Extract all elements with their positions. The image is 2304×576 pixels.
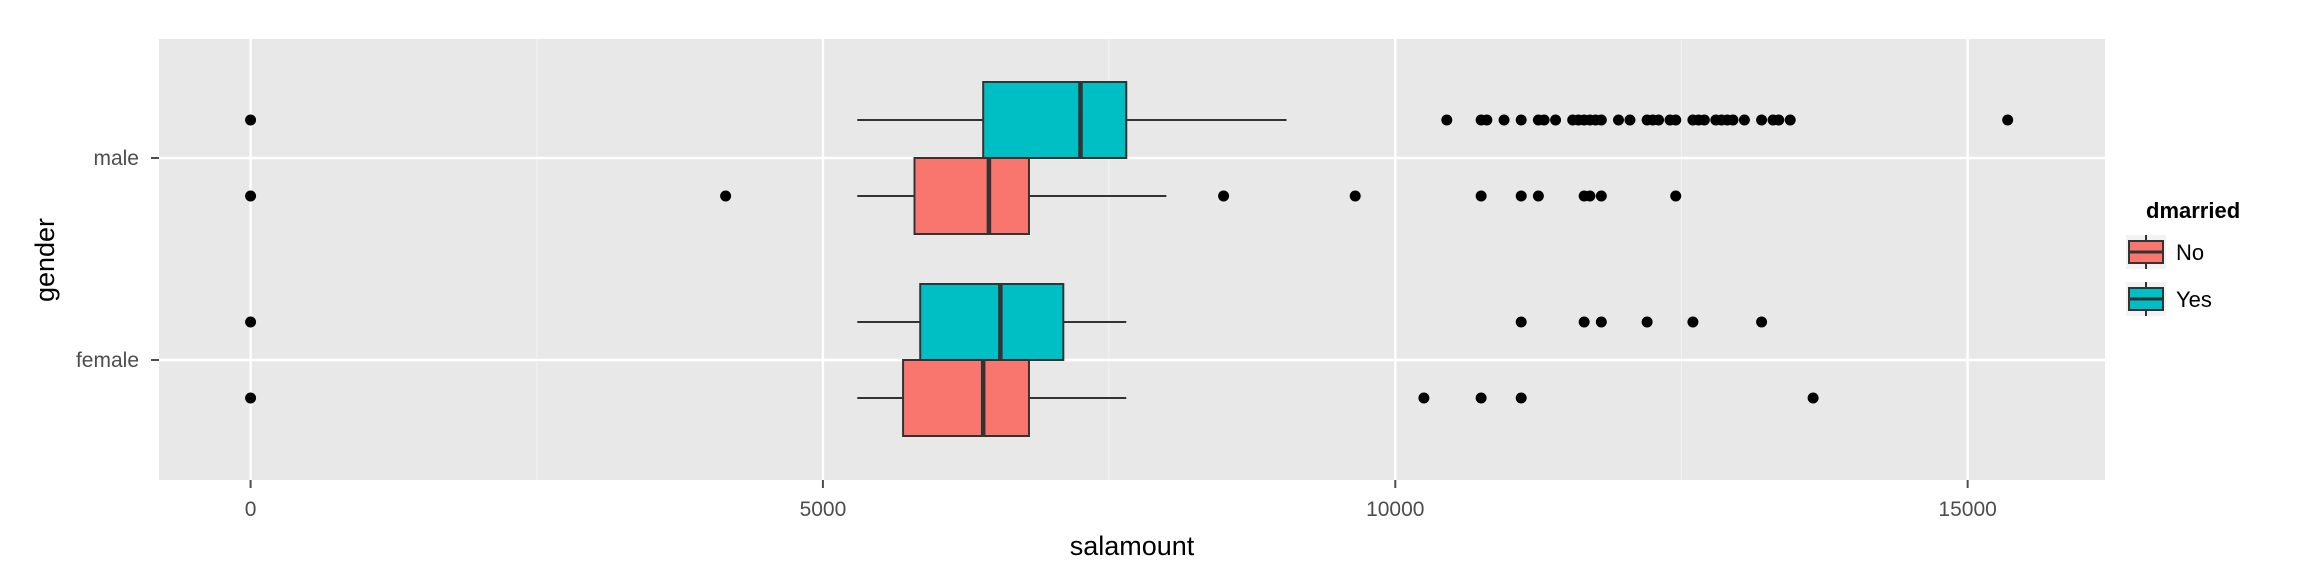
outlier-point [1532,190,1544,202]
outlier-point [1441,114,1453,126]
legend: dmarried No Yes [2126,198,2240,316]
outlier-point [245,392,257,404]
x-tick-label: 0 [245,498,257,521]
box-no-male [913,157,1030,235]
outlier-point [2002,114,2014,126]
legend-no-label: No [2176,240,2204,265]
outliers-layer [245,114,2014,404]
outlier-point [1653,114,1665,126]
y-tick-label: male [93,147,139,170]
outlier-point [245,316,257,328]
x-tick-label: 10000 [1366,498,1424,521]
outlier-point [1550,114,1562,126]
outlier-point [1784,114,1796,126]
outlier-point [1756,316,1768,328]
outlier-point [1687,316,1699,328]
outlier-point [245,190,257,202]
major-gridlines [159,39,2105,480]
box-yes-male [982,81,1128,159]
legend-title: dmarried [2146,198,2240,223]
x-tick-label: 5000 [800,498,847,521]
outlier-point [1670,190,1682,202]
outlier-point [1515,114,1527,126]
boxes-layer [857,81,1287,437]
plot-panel [159,39,2105,480]
outlier-point [1481,114,1493,126]
outlier-point [245,114,257,126]
outlier-point [1727,114,1739,126]
x-tick-label: 15000 [1938,498,1996,521]
outlier-point [1538,114,1550,126]
outlier-point [720,190,732,202]
box-yes-female [919,283,1065,361]
outlier-point [1498,114,1510,126]
outlier-point [1670,114,1682,126]
x-axis-title: salamount [1070,531,1195,561]
outlier-point [1807,392,1819,404]
outlier-point [1515,316,1527,328]
outlier-point [1595,316,1607,328]
outlier-point [1613,114,1624,126]
outlier-point [1475,392,1487,404]
box-no-female [902,359,1030,437]
outlier-point [1624,114,1636,126]
outlier-point [1475,190,1487,202]
outlier-point [1595,114,1607,126]
outlier-point [1641,316,1653,328]
y-axis-title: gender [30,218,60,302]
outlier-point [1698,114,1710,126]
outlier-point [1515,190,1527,202]
outlier-point [1418,392,1430,404]
outlier-point [1738,114,1750,126]
outlier-point [1349,190,1361,202]
outlier-point [1756,114,1768,126]
outlier-point [1515,392,1527,404]
outlier-point [1773,114,1785,126]
outlier-point [1218,190,1230,202]
y-tick-label: female [76,349,139,372]
outlier-point [1584,190,1596,202]
outlier-point [1578,316,1590,328]
legend-yes-label: Yes [2176,287,2212,312]
outlier-point [1595,190,1607,202]
axes-layer: 0 5000 10000 15000 male female [76,147,1997,521]
